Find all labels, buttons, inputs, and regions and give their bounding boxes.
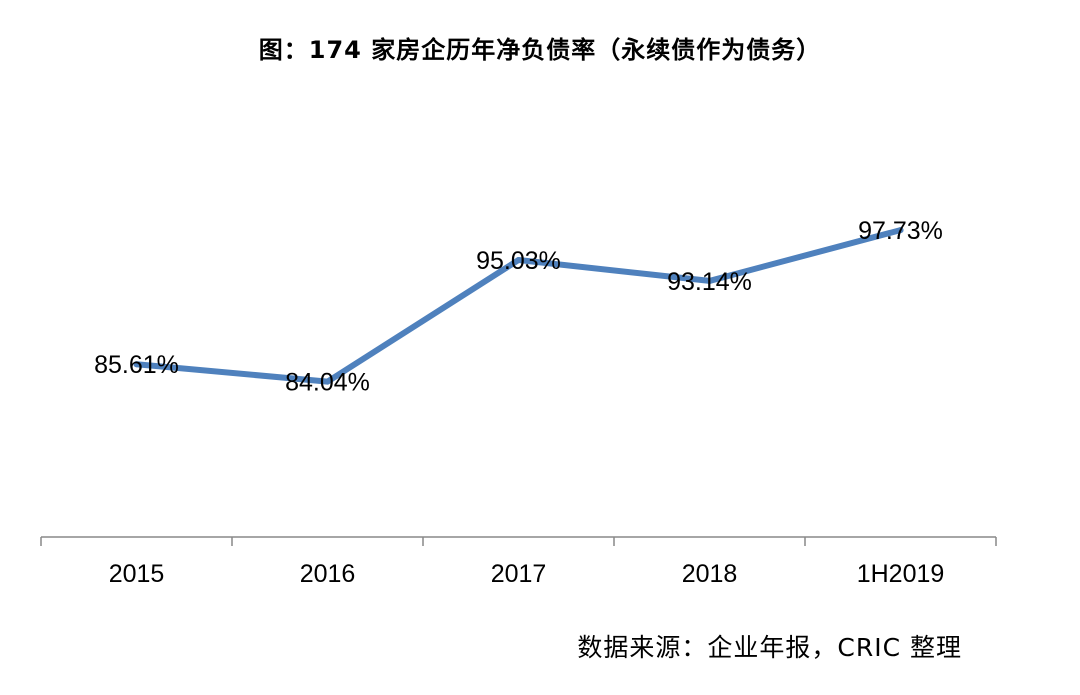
tick-label-layer: 2015 2016 2017 2018 1H2019 [109, 560, 945, 588]
data-label: 84.04% [285, 369, 370, 397]
series-layer [133, 227, 904, 385]
data-point [515, 257, 522, 264]
data-label: 95.03% [476, 247, 561, 275]
data-point [706, 277, 713, 284]
x-tick-label: 2017 [491, 560, 547, 588]
data-label-layer: 85.61% 84.04% 95.03% 93.14% 97.73% [94, 217, 943, 397]
x-tick-label: 2015 [109, 560, 165, 588]
data-label: 97.73% [858, 217, 943, 245]
data-point [324, 378, 331, 385]
x-tick-label: 2016 [300, 560, 356, 588]
data-label: 85.61% [94, 351, 179, 379]
data-point [897, 227, 904, 234]
data-label: 93.14% [667, 268, 752, 296]
x-tick-label: 2018 [682, 560, 738, 588]
x-tick-label: 1H2019 [857, 560, 945, 588]
chart-title: 图：174 家房企历年净负债率（永续债作为债务） [258, 36, 822, 64]
data-point [133, 361, 140, 368]
source-note: 数据来源：企业年报，CRIC 整理 [577, 633, 962, 662]
x-axis [40, 536, 997, 546]
